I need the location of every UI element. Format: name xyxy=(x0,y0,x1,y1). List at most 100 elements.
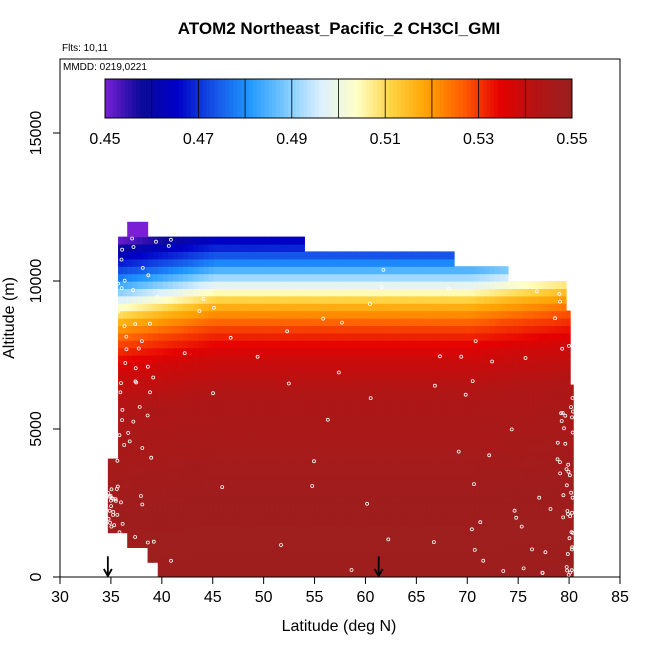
heatmap-cell xyxy=(345,451,351,460)
heatmap-cell xyxy=(533,480,540,489)
heatmap-cell xyxy=(489,266,496,275)
heatmap-cell xyxy=(295,347,301,356)
heatmap-cell xyxy=(548,281,555,289)
heatmap-cell xyxy=(566,325,571,334)
heatmap-cell xyxy=(556,392,563,400)
heatmap-cell xyxy=(390,332,397,341)
heatmap-cell xyxy=(264,288,271,297)
heatmap-cell xyxy=(474,503,481,511)
heatmap-cell xyxy=(162,451,169,460)
heatmap-cell xyxy=(309,517,316,526)
heatmap-cell xyxy=(538,384,545,393)
heatmap-cell xyxy=(147,406,154,415)
heatmap-cell xyxy=(421,295,428,304)
heatmap-cell xyxy=(401,406,407,415)
heatmap-cell xyxy=(314,325,321,334)
heatmap-cell xyxy=(459,554,465,563)
heatmap-cell xyxy=(173,510,179,519)
heatmap-cell xyxy=(411,281,417,289)
heatmap-cell xyxy=(152,273,159,282)
heatmap-cell xyxy=(561,340,567,349)
heatmap-cell xyxy=(183,236,189,245)
heatmap-cell xyxy=(431,569,438,577)
heatmap-cell xyxy=(173,540,179,548)
heatmap-cell xyxy=(300,414,305,423)
heatmap-cell xyxy=(254,458,261,467)
heatmap-cell xyxy=(147,399,154,408)
y-tick-label: 5000 xyxy=(28,411,45,447)
heatmap-cell xyxy=(494,466,501,474)
sample-marker xyxy=(115,513,120,517)
heatmap-cell xyxy=(370,466,377,474)
heatmap-cell xyxy=(249,495,256,504)
heatmap-cell xyxy=(464,495,470,504)
heatmap-cell xyxy=(452,532,455,541)
heatmap-cell xyxy=(446,347,453,356)
heatmap-cell xyxy=(385,436,392,445)
heatmap-cell xyxy=(300,569,305,577)
heatmap-cell xyxy=(203,332,210,341)
heatmap-cell xyxy=(137,318,144,326)
heatmap-cell xyxy=(380,347,387,356)
heatmap-cell xyxy=(452,258,455,267)
heatmap-cell xyxy=(523,362,529,371)
heatmap-cell xyxy=(370,332,377,341)
heatmap-cell xyxy=(350,303,356,312)
heatmap-cell xyxy=(561,510,567,519)
heatmap-cell xyxy=(259,266,266,275)
heatmap-cell xyxy=(152,495,159,504)
heatmap-cell xyxy=(396,458,402,467)
heatmap-cell xyxy=(285,466,291,474)
heatmap-cell xyxy=(340,266,346,275)
heatmap-cell xyxy=(411,362,417,371)
heatmap-cell xyxy=(474,325,481,334)
heatmap-cell xyxy=(441,569,448,577)
heatmap-cell xyxy=(309,251,316,260)
heatmap-cell xyxy=(264,488,271,497)
heatmap-cell xyxy=(508,473,514,482)
heatmap-cell xyxy=(340,392,346,400)
heatmap-cell xyxy=(290,303,296,312)
heatmap-cell xyxy=(375,355,382,363)
heatmap-cell xyxy=(370,355,377,363)
heatmap-cell xyxy=(173,569,179,577)
heatmap-cell xyxy=(431,488,438,497)
heatmap-cell xyxy=(508,281,514,289)
heatmap-cell xyxy=(504,443,509,452)
heatmap-cell xyxy=(324,303,331,312)
heatmap-cell xyxy=(553,436,558,445)
heatmap-cell xyxy=(504,547,509,556)
heatmap-cell xyxy=(259,443,266,452)
heatmap-cell xyxy=(300,310,305,319)
heatmap-cell xyxy=(193,525,200,534)
heatmap-cell xyxy=(385,340,392,349)
heatmap-cell xyxy=(178,562,184,571)
heatmap-cell xyxy=(533,295,540,304)
heatmap-cell xyxy=(178,510,184,519)
heatmap-cell xyxy=(132,503,138,511)
heatmap-cell xyxy=(314,562,321,571)
heatmap-cell xyxy=(416,303,423,312)
heatmap-cell xyxy=(198,347,205,356)
heatmap-cell xyxy=(385,362,392,371)
heatmap-cell xyxy=(340,362,346,371)
heatmap-cell xyxy=(274,458,281,467)
heatmap-cell xyxy=(385,406,392,415)
heatmap-cell xyxy=(508,436,514,445)
heatmap-cell xyxy=(234,473,240,482)
heatmap-cell xyxy=(345,266,351,275)
heatmap-cell xyxy=(223,281,230,289)
heatmap-cell xyxy=(295,369,301,378)
heatmap-cell xyxy=(566,318,571,326)
heatmap-cell xyxy=(513,443,519,452)
heatmap-cell xyxy=(518,547,524,556)
heatmap-cell xyxy=(499,273,506,282)
sample-marker xyxy=(228,335,233,340)
heatmap-cell xyxy=(426,295,433,304)
heatmap-cell xyxy=(570,436,574,445)
heatmap-cell xyxy=(218,436,225,445)
heatmap-cell xyxy=(107,458,114,467)
heatmap-cell xyxy=(142,377,149,386)
heatmap-cell xyxy=(123,429,128,437)
heatmap-cell xyxy=(203,532,210,541)
